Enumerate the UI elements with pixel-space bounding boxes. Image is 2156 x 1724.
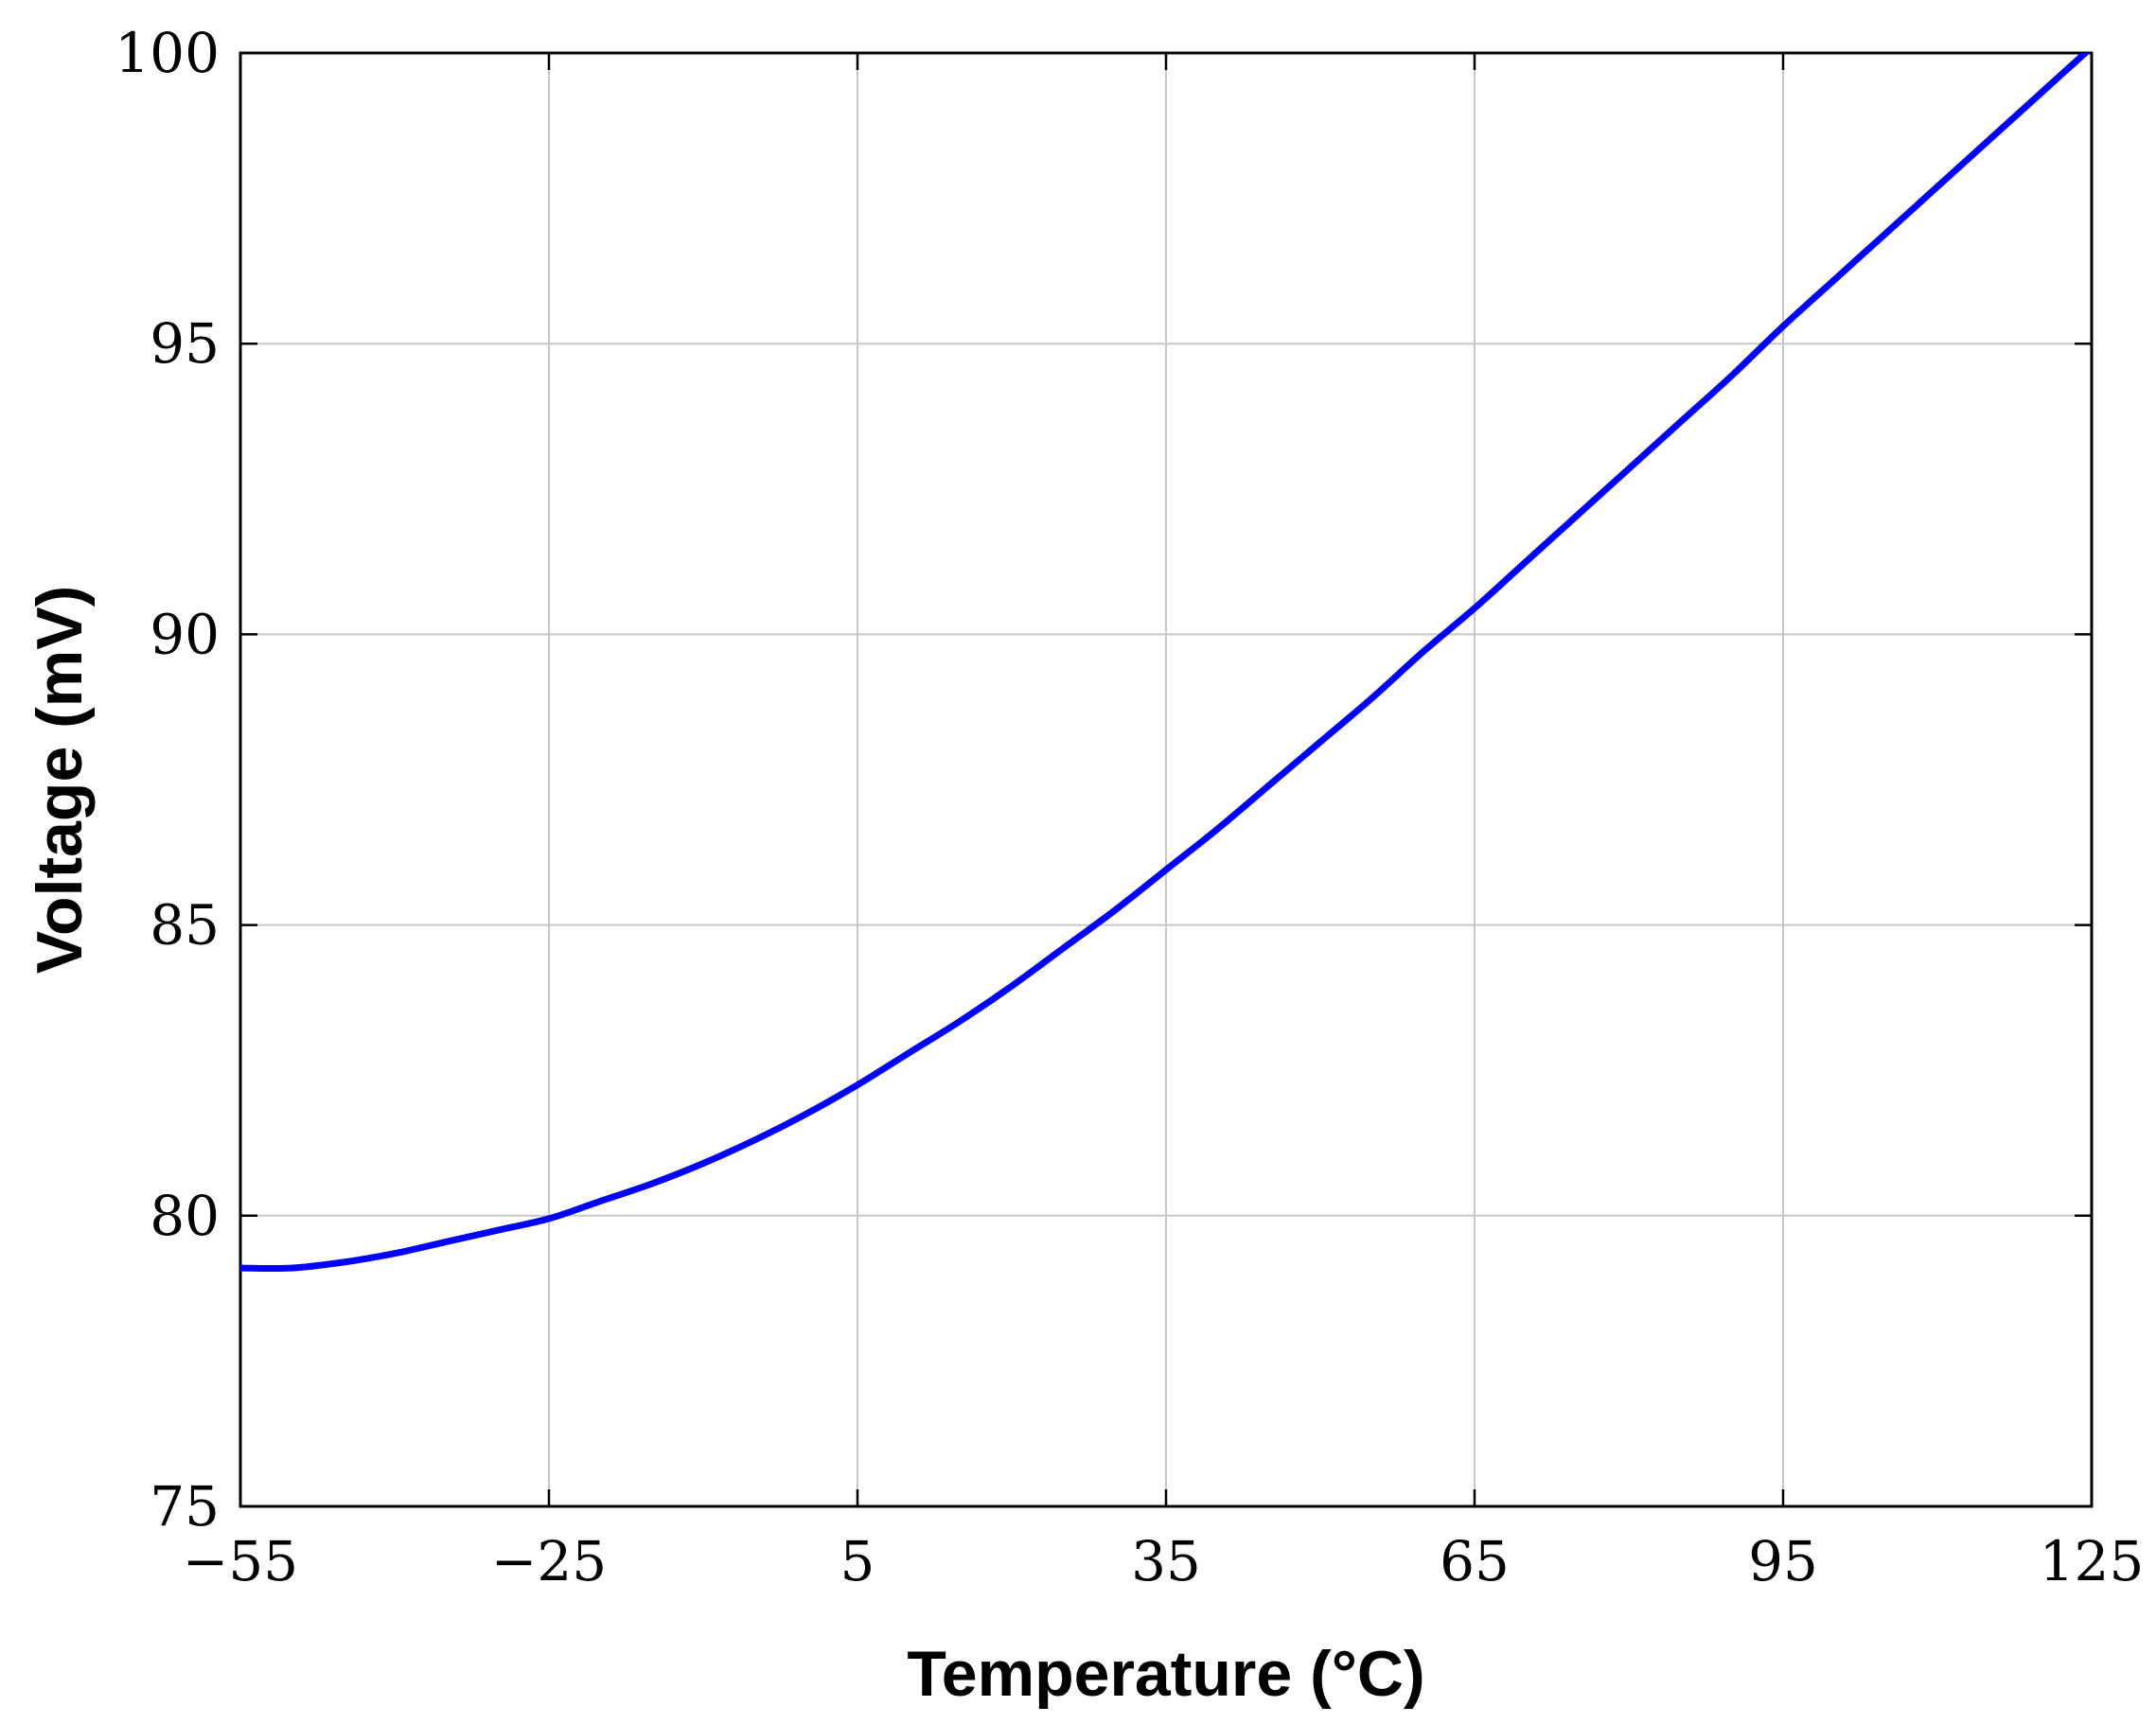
x-axis-title: Temperature (°C): [907, 1638, 1424, 1710]
y-tick-label: 100: [115, 21, 220, 85]
y-tick-label: 90: [150, 602, 220, 666]
series-layer: [240, 53, 2091, 1273]
y-tick-label: 80: [150, 1184, 220, 1248]
x-tick-label: 125: [2040, 1529, 2145, 1593]
x-tick-label: 65: [1440, 1529, 1510, 1593]
y-tick-label: 85: [150, 893, 220, 958]
x-tick-label: 5: [840, 1529, 875, 1593]
plot-area-frame: [239, 51, 2094, 1508]
y-axis-title: Voltage (mV): [24, 586, 96, 975]
x-tick-label: 35: [1131, 1529, 1201, 1593]
x-tick-labels: −55 −25 5 35 65 95 125: [183, 1529, 2145, 1593]
grid-lines: [240, 53, 2092, 1506]
y-tick-label: 75: [150, 1474, 220, 1539]
y-tick-label: 95: [150, 311, 220, 376]
series-line-0: [240, 53, 2091, 1273]
x-tick-label: 95: [1748, 1529, 1818, 1593]
y-tick-labels: 75 80 85 90 95 100: [115, 21, 220, 1539]
x-tick-label: −55: [183, 1529, 298, 1593]
x-tick-label: −25: [491, 1529, 607, 1593]
